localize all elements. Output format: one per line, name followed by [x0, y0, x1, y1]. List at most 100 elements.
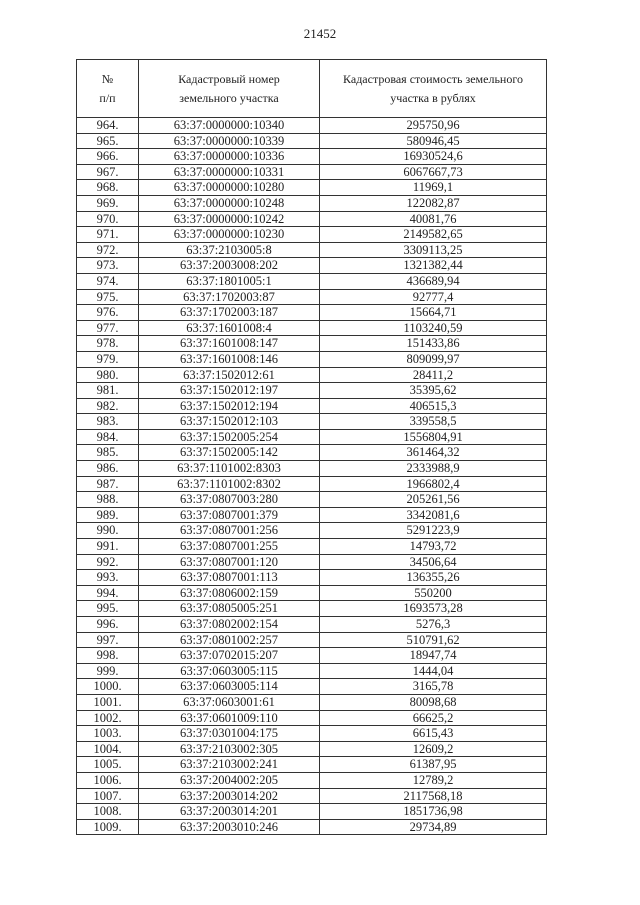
row-number: 984. [76, 428, 139, 446]
cadastral-number: 63:37:1801005:1 [138, 272, 320, 290]
row-number: 1001. [76, 693, 139, 711]
cadastral-value: 5291223,9 [319, 522, 547, 540]
table-row: 972. 63:37:2103005:8 3309113,25 [76, 241, 547, 259]
table-row: 987. 63:37:1101002:8302 1966802,4 [76, 475, 547, 493]
cadastral-value: 15664,71 [319, 304, 547, 321]
cadastral-value: 2333988,9 [319, 460, 547, 477]
table-row: 993. 63:37:0807001:113 136355,26 [76, 569, 547, 586]
cadastral-value: 1556804,91 [319, 428, 547, 446]
table-row: 981. 63:37:1502012:197 35395,62 [76, 382, 547, 399]
cadastral-number: 63:37:0807001:379 [138, 506, 320, 524]
cadastral-value: 2149582,65 [319, 226, 547, 243]
cadastral-number: 63:37:1502005:254 [138, 428, 320, 446]
cadastral-number: 63:37:0802002:154 [138, 616, 320, 633]
row-number: 980. [76, 366, 139, 384]
row-number: 1007. [76, 787, 139, 805]
table-row: 1002. 63:37:0601009:110 66625,2 [76, 709, 547, 727]
table-row: 999. 63:37:0603005:115 1444,04 [76, 662, 547, 680]
table-row: 970. 63:37:0000000:10242 40081,76 [76, 210, 547, 228]
row-number: 1008. [76, 803, 139, 820]
row-number: 976. [76, 304, 139, 321]
row-number: 998. [76, 647, 139, 664]
cadastral-number: 63:37:0000000:10339 [138, 132, 320, 150]
table-row: 1005. 63:37:2103002:241 61387,95 [76, 756, 547, 773]
row-number: 972. [76, 241, 139, 259]
table-row: 995. 63:37:0805005:251 1693573,28 [76, 600, 547, 617]
table-row: 1007. 63:37:2003014:202 2117568,18 [76, 787, 547, 805]
cadastral-value: 339558,5 [319, 413, 547, 430]
cadastral-value: 406515,3 [319, 397, 547, 415]
table-row: 977. 63:37:1601008:4 1103240,59 [76, 319, 547, 337]
table-row: 966. 63:37:0000000:10336 16930524,6 [76, 148, 547, 165]
table-row: 984. 63:37:1502005:254 1556804,91 [76, 428, 547, 446]
cadastral-number: 63:37:0702015:207 [138, 647, 320, 664]
row-number: 1002. [76, 709, 139, 727]
cadastral-number: 63:37:0801002:257 [138, 631, 320, 649]
table-row: 988. 63:37:0807003:280 205261,56 [76, 491, 547, 508]
cadastral-value: 136355,26 [319, 569, 547, 586]
row-number: 996. [76, 616, 139, 633]
cadastral-number: 63:37:0000000:10230 [138, 226, 320, 243]
cadastral-value: 436689,94 [319, 272, 547, 290]
row-number: 995. [76, 600, 139, 617]
cadastral-number: 63:37:0805005:251 [138, 600, 320, 617]
cadastral-number: 63:37:1502012:61 [138, 366, 320, 384]
cadastral-number: 63:37:1502012:197 [138, 382, 320, 399]
cadastral-value: 5276,3 [319, 616, 547, 633]
table-row: 976. 63:37:1702003:187 15664,71 [76, 304, 547, 321]
cadastral-value: 2117568,18 [319, 787, 547, 805]
cadastral-number: 63:37:0807001:255 [138, 538, 320, 555]
row-number: 967. [76, 163, 139, 181]
header-line: п/п [99, 90, 116, 105]
table-row: 1009. 63:37:2003010:246 29734,89 [76, 818, 547, 836]
row-number: 991. [76, 538, 139, 555]
cadastral-value: 14793,72 [319, 538, 547, 555]
table-row: 994. 63:37:0806002:159 550200 [76, 584, 547, 602]
cadastral-number: 63:37:2003014:202 [138, 787, 320, 805]
cadastral-number: 63:37:2003010:246 [138, 818, 320, 836]
table-row: 990. 63:37:0807001:256 5291223,9 [76, 522, 547, 540]
table-row: 967. 63:37:0000000:10331 6067667,73 [76, 163, 547, 181]
cadastral-value: 1444,04 [319, 662, 547, 680]
cadastral-number: 63:37:1601008:147 [138, 335, 320, 352]
header-line: участка в рублях [390, 90, 476, 105]
cadastral-value: 205261,56 [319, 491, 547, 508]
table-row: 969. 63:37:0000000:10248 122082,87 [76, 194, 547, 212]
cadastral-number: 63:37:2003008:202 [138, 257, 320, 274]
cadastral-value: 295750,96 [319, 117, 547, 134]
table-header-row: № п/п Кадастровый номер земельного участка… [76, 59, 547, 118]
cadastral-number: 63:37:0807001:256 [138, 522, 320, 540]
cadastral-value: 12609,2 [319, 740, 547, 758]
row-number: 1000. [76, 678, 139, 695]
table-row: 983. 63:37:1502012:103 339558,5 [76, 413, 547, 430]
cadastral-number: 63:37:0000000:10336 [138, 148, 320, 165]
table-row: 1000. 63:37:0603005:114 3165,78 [76, 678, 547, 695]
cadastral-number: 63:37:1502005:142 [138, 444, 320, 462]
cadastral-value: 1103240,59 [319, 319, 547, 337]
cadastral-number: 63:37:2103002:241 [138, 756, 320, 773]
row-number: 987. [76, 475, 139, 493]
row-number: 977. [76, 319, 139, 337]
cadastral-number: 63:37:0807003:280 [138, 491, 320, 508]
cadastral-value: 1321382,44 [319, 257, 547, 274]
cadastral-value: 6615,43 [319, 725, 547, 742]
cadastral-number: 63:37:2103005:8 [138, 241, 320, 259]
cadastral-value: 35395,62 [319, 382, 547, 399]
row-number: 994. [76, 584, 139, 602]
header-cadastral-value: Кадастровая стоимость земельного участка … [319, 59, 547, 118]
table-row: 1003. 63:37:0301004:175 6615,43 [76, 725, 547, 742]
table-row: 998. 63:37:0702015:207 18947,74 [76, 647, 547, 664]
row-number: 988. [76, 491, 139, 508]
row-number: 997. [76, 631, 139, 649]
table-row: 997. 63:37:0801002:257 510791,62 [76, 631, 547, 649]
row-number: 985. [76, 444, 139, 462]
cadastral-value: 3342081,6 [319, 506, 547, 524]
cadastral-number: 63:37:0000000:10248 [138, 194, 320, 212]
row-number: 964. [76, 117, 139, 134]
cadastral-number: 63:37:0601009:110 [138, 709, 320, 727]
table-row: 965. 63:37:0000000:10339 580946,45 [76, 132, 547, 150]
cadastral-number: 63:37:2004002:205 [138, 771, 320, 789]
cadastral-value: 6067667,73 [319, 163, 547, 181]
row-number: 965. [76, 132, 139, 150]
row-number: 999. [76, 662, 139, 680]
